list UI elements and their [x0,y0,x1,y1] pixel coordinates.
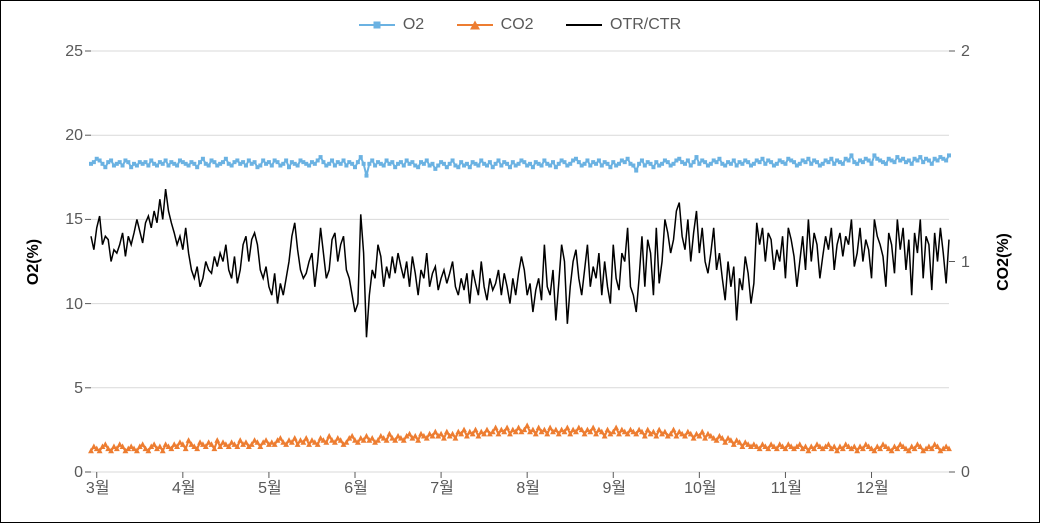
x-tick-label: 11월 [771,474,802,498]
legend-item-o2: O2 [359,16,424,34]
legend-swatch-otrctr [566,24,602,26]
legend-item-co2: CO2 [457,16,534,34]
y1-tick-label: 10 [53,296,83,314]
x-tick-label: 9월 [602,474,626,498]
y2-axis-label: CO2(%) [995,233,1013,291]
legend-label-o2: O2 [403,16,424,34]
legend-label-otrctr: OTR/CTR [610,16,681,34]
plot-area [91,51,949,472]
y2-tick-label: 1 [961,254,981,272]
plot-svg [91,51,949,472]
x-tick-label: 3월 [86,474,110,498]
x-tick-label: 5월 [258,474,282,498]
y1-tick-label: 5 [53,380,83,398]
chart-legend: O2 CO2 OTR/CTR [1,13,1039,34]
y1-tick-label: 20 [53,127,83,145]
y1-tick-label: 0 [53,464,83,482]
chart-frame: O2 CO2 OTR/CTR O2(%) CO2(%) 0 5 10 15 20 25 0 1… [0,0,1040,523]
legend-label-co2: CO2 [501,16,534,34]
x-tick-label: 8월 [516,474,540,498]
x-tick-label: 4월 [172,474,196,498]
y2-tick-label: 0 [961,464,981,482]
x-tick-label: 12월 [856,474,889,498]
legend-item-otrctr: OTR/CTR [566,16,681,34]
x-tick-label: 10월 [684,474,717,498]
legend-swatch-o2 [359,24,395,26]
y1-tick-label: 15 [53,211,83,229]
x-tick-label: 7월 [430,474,454,498]
legend-swatch-co2 [457,24,493,26]
y2-tick-label: 2 [961,43,981,61]
y1-axis-label: O2(%) [25,238,43,284]
x-tick-label: 6월 [344,474,368,498]
y1-tick-label: 25 [53,43,83,61]
